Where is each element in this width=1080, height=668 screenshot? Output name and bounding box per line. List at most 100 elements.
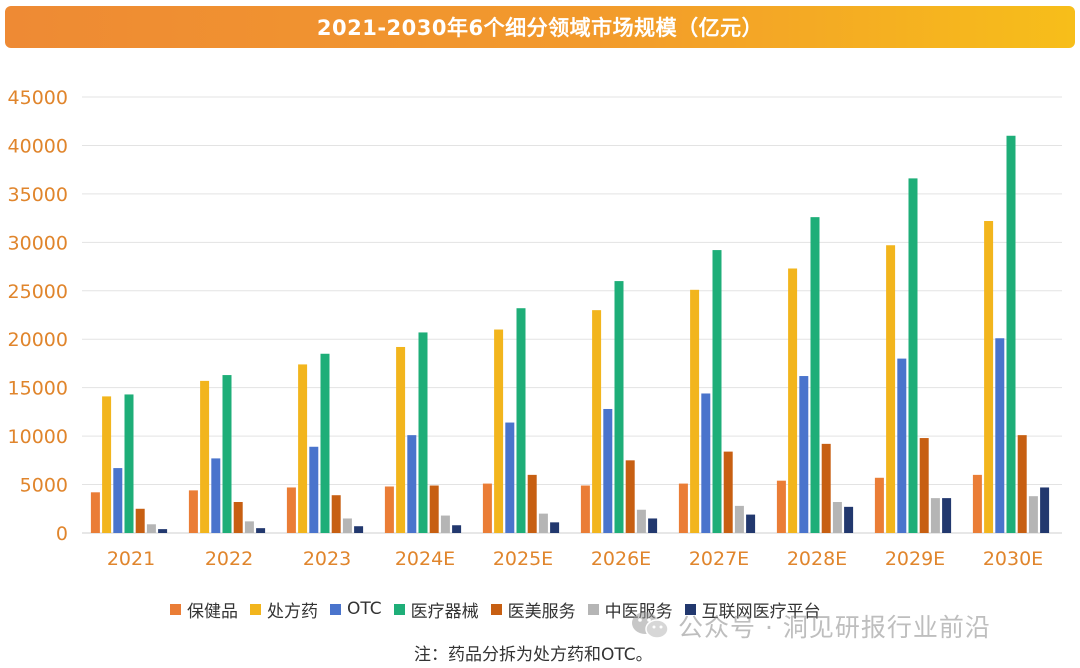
bar [505,422,515,533]
legend-swatch [684,603,696,615]
bar [625,460,635,533]
legend-swatch [330,603,341,615]
bar [734,505,744,533]
legend-item: 中医服务 [587,597,673,622]
bar [384,486,394,533]
x-tick-label: 2029E [885,548,945,570]
bar [550,522,560,533]
bar [614,281,624,533]
bar [298,364,308,533]
bar [527,474,537,533]
bar [188,490,198,533]
bar [494,329,504,533]
legend-label: 保健品 [187,601,238,622]
chart-title-banner: 2021-2030年6个细分领域市场规模（亿元） [5,6,1075,48]
bar [799,376,809,533]
legend-item: 处方药 [250,597,318,622]
bar [930,498,940,533]
bar [407,435,417,533]
legend-label: OTC [347,599,382,619]
bar [919,438,929,533]
bar [908,178,918,534]
x-tick-label: 2025E [493,548,553,570]
y-tick-label: 40000 [8,135,68,157]
bar [844,506,854,533]
y-tick-label: 0 [56,523,68,545]
legend-item: OTC [330,599,382,619]
bar [396,346,406,533]
bar [603,408,613,533]
bar [776,480,786,533]
legend-label: 互联网医疗平台 [701,601,821,622]
legend-label: 医美服务 [507,601,576,622]
x-tick-label: 2023 [303,548,351,570]
bar [1040,487,1050,533]
legend-label: 中医服务 [604,601,673,622]
legend-swatch [170,603,181,615]
legend-swatch [393,603,405,615]
bar [886,245,896,534]
bar [1028,496,1038,533]
legend-swatch [250,603,261,615]
legend-label: 处方药 [267,601,318,622]
bar [146,524,156,533]
footnote: 注：药品分拆为处方药和OTC。 [414,645,653,665]
bar [648,518,658,533]
bar [211,458,221,533]
bar [995,338,1005,533]
bar [452,525,462,533]
bar [810,217,820,534]
bar [1017,435,1027,533]
bar [113,468,123,533]
y-tick-label: 35000 [8,184,68,206]
bar [580,485,590,533]
bar [482,483,492,533]
bar [592,310,602,533]
bar [331,495,341,533]
bar [832,501,842,533]
x-tick-label: 2028E [787,548,847,570]
bar [256,528,266,533]
bar [286,487,296,533]
y-tick-label: 10000 [8,426,68,448]
bar [309,446,319,533]
y-tick-label: 20000 [8,329,68,351]
bar [354,526,364,533]
y-tick-label: 30000 [8,232,68,254]
bar [102,396,112,533]
bar [942,498,952,533]
bar [874,477,884,533]
legend-item: 互联网医疗平台 [684,597,821,622]
bar [320,353,330,533]
bar [636,509,646,533]
x-tick-label: 2021 [107,548,155,570]
bar [821,443,831,533]
bar [897,358,907,533]
bar [158,529,168,533]
wechat-icon [632,612,669,639]
bar [701,393,711,533]
x-tick-label: 2022 [205,548,253,570]
bar [244,521,254,533]
legend-label: 医疗器械 [410,601,479,622]
bar [233,501,243,533]
bar [418,332,428,533]
bar [723,451,733,533]
legend-item: 医疗器械 [393,597,479,622]
bar [342,518,352,533]
chart-title: 2021-2030年6个细分领域市场规模（亿元） [316,16,764,40]
y-tick-label: 15000 [8,378,68,400]
x-tick-label: 2030E [983,548,1043,570]
bar [538,513,548,533]
y-tick-label: 25000 [8,281,68,303]
bar [1006,135,1016,533]
legend-swatch [490,603,502,615]
bar [984,221,994,534]
legend-item: 保健品 [170,597,238,622]
legend-swatch [587,603,599,615]
bar [516,308,526,533]
legend-item: 医美服务 [490,597,576,622]
bar [429,485,439,533]
y-tick-label: 5000 [20,475,68,497]
